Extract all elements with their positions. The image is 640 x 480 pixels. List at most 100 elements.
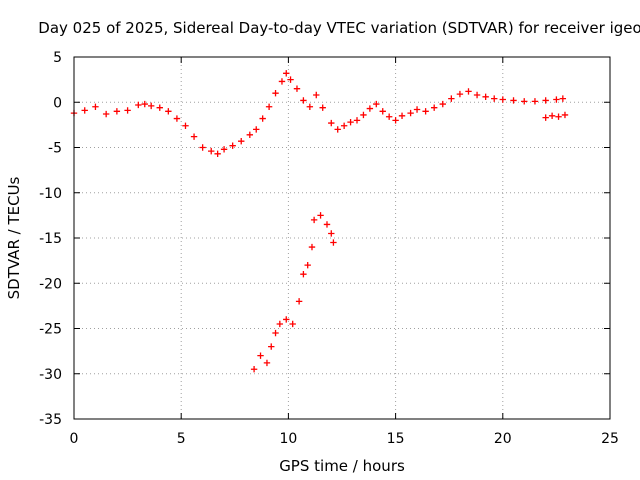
series-2 <box>542 111 569 121</box>
data-point <box>265 103 273 110</box>
data-point <box>553 96 560 103</box>
series-1 <box>250 212 337 373</box>
data-point <box>531 98 539 105</box>
data-point <box>124 107 131 114</box>
data-point <box>272 90 279 97</box>
data-point <box>328 119 335 127</box>
data-point <box>306 103 314 110</box>
data-point <box>360 111 367 119</box>
data-point <box>385 113 393 120</box>
data-point <box>147 102 155 110</box>
data-point <box>323 221 331 228</box>
data-point <box>542 97 549 104</box>
x-tick-label: 5 <box>177 431 186 447</box>
y-tick-label: -5 <box>48 141 62 157</box>
data-point <box>310 216 318 224</box>
data-point <box>102 110 110 118</box>
data-point <box>268 343 275 350</box>
y-axis-label: SDTVAR / TECUs <box>5 176 23 299</box>
data-point <box>379 108 386 115</box>
data-point <box>141 100 148 108</box>
data-point <box>293 85 301 92</box>
x-tick-label: 25 <box>601 431 619 447</box>
y-tick-label: -35 <box>39 412 62 428</box>
data-point <box>555 113 562 120</box>
data-point <box>156 104 163 111</box>
data-point <box>330 239 337 246</box>
data-point <box>276 320 284 328</box>
chart-title: Day 025 of 2025, Sidereal Day-to-day VTE… <box>38 19 640 37</box>
data-point <box>317 212 324 219</box>
data-point <box>214 150 221 158</box>
data-point <box>283 316 290 323</box>
data-point <box>548 112 556 120</box>
data-point <box>366 105 374 112</box>
data-point <box>439 100 446 108</box>
y-tick-label: -15 <box>39 231 62 247</box>
x-axis-label: GPS time / hours <box>279 457 405 475</box>
series-0 <box>70 70 567 158</box>
data-point <box>220 146 228 153</box>
y-tick-label: 5 <box>53 50 62 66</box>
data-point <box>190 133 198 140</box>
data-point <box>257 352 264 359</box>
data-point <box>465 88 472 95</box>
data-point <box>328 230 335 237</box>
data-point <box>289 320 296 328</box>
data-point <box>295 298 303 305</box>
data-point <box>398 112 406 120</box>
y-tick-label: -25 <box>39 322 62 338</box>
data-point <box>300 97 307 104</box>
data-point <box>283 70 290 77</box>
data-point <box>199 144 206 151</box>
data-point <box>173 115 181 122</box>
data-point <box>482 93 489 101</box>
data-point <box>263 359 271 367</box>
data-point <box>259 115 266 122</box>
data-point <box>340 122 348 129</box>
axis-ticks: 0 5 10 15 20 25 5 0 -5 -10 -15 -20 -25 -30 -35 <box>39 50 619 447</box>
data-point <box>499 96 506 103</box>
data-point <box>81 107 88 114</box>
x-tick-label: 20 <box>494 431 512 447</box>
data-point <box>473 91 481 99</box>
x-tick-label: 0 <box>70 431 79 447</box>
data-point <box>334 126 341 133</box>
data-point <box>113 108 121 115</box>
y-tick-label: 0 <box>53 95 62 111</box>
y-tick-label: -10 <box>39 186 62 202</box>
data-point <box>392 117 399 124</box>
x-tick-label: 10 <box>279 431 297 447</box>
data-point <box>238 137 245 145</box>
data-point <box>208 147 215 155</box>
data-point <box>353 117 361 124</box>
data-point <box>308 243 316 251</box>
data-point <box>319 104 326 111</box>
data-point <box>542 114 549 121</box>
data-point <box>456 90 464 98</box>
grid <box>74 57 610 419</box>
data-point <box>135 101 142 109</box>
data-point <box>246 131 254 139</box>
data-point <box>229 142 236 149</box>
y-tick-label: -30 <box>39 367 62 383</box>
data-point <box>92 103 99 110</box>
data-point <box>250 366 258 373</box>
x-tick-label: 15 <box>387 431 405 447</box>
data-series <box>70 70 569 373</box>
data-point <box>313 91 320 99</box>
data-point <box>304 261 311 269</box>
data-point <box>407 109 414 117</box>
data-point <box>422 108 429 115</box>
data-point <box>182 122 189 129</box>
data-point <box>559 95 567 102</box>
data-point <box>491 95 498 102</box>
data-point <box>287 76 294 83</box>
y-tick-label: -20 <box>39 276 62 292</box>
data-point <box>253 126 260 133</box>
data-point <box>373 100 380 108</box>
data-point <box>300 271 307 278</box>
data-point <box>413 106 421 113</box>
data-point <box>448 95 455 102</box>
